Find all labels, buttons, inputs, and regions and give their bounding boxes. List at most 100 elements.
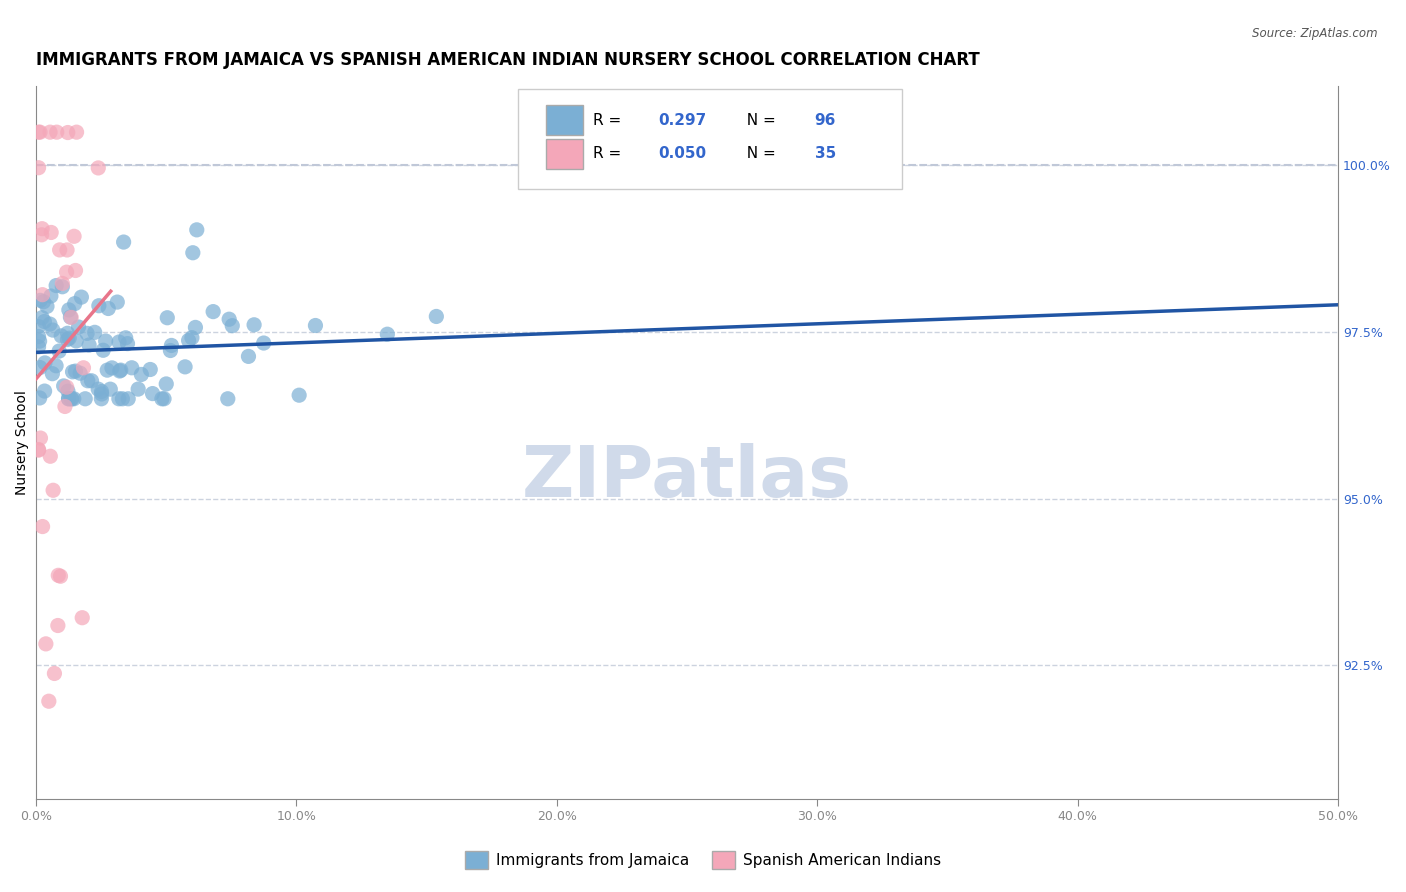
Immigrants from Jamaica	[117, 392, 139, 406]
Spanish American Indians	[31, 221, 53, 235]
Text: Source: ZipAtlas.com: Source: ZipAtlas.com	[1253, 27, 1378, 40]
Immigrants from Jamaica	[221, 318, 243, 333]
Spanish American Indians	[70, 611, 93, 625]
Immigrants from Jamaica	[56, 333, 79, 347]
Immigrants from Jamaica	[58, 392, 80, 406]
Immigrants from Jamaica	[34, 314, 56, 328]
Immigrants from Jamaica	[65, 364, 87, 378]
Immigrants from Jamaica	[156, 310, 179, 325]
Spanish American Indians	[39, 449, 62, 463]
Immigrants from Jamaica	[127, 382, 149, 396]
Immigrants from Jamaica	[202, 304, 225, 318]
Immigrants from Jamaica	[108, 364, 131, 378]
Immigrants from Jamaica	[30, 293, 52, 308]
Legend: Immigrants from Jamaica, Spanish American Indians: Immigrants from Jamaica, Spanish America…	[460, 845, 946, 875]
Immigrants from Jamaica	[160, 338, 183, 352]
Spanish American Indians	[31, 227, 53, 242]
Text: R =: R =	[593, 113, 627, 128]
Immigrants from Jamaica	[65, 334, 87, 348]
Immigrants from Jamaica	[41, 367, 63, 381]
Immigrants from Jamaica	[34, 356, 56, 370]
Immigrants from Jamaica	[184, 320, 207, 334]
Immigrants from Jamaica	[98, 382, 121, 396]
Immigrants from Jamaica	[425, 310, 447, 324]
Bar	[547, 139, 583, 169]
Spanish American Indians	[51, 277, 73, 291]
Spanish American Indians	[27, 161, 49, 175]
Spanish American Indians	[48, 243, 70, 257]
Immigrants from Jamaica	[28, 391, 51, 405]
Spanish American Indians	[45, 125, 67, 139]
Immigrants from Jamaica	[28, 334, 51, 348]
Immigrants from Jamaica	[59, 310, 82, 324]
Spanish American Indians	[53, 400, 76, 414]
Spanish American Indians	[30, 431, 52, 445]
Y-axis label: Nursery School: Nursery School	[15, 390, 30, 494]
Spanish American Indians	[35, 637, 58, 651]
Immigrants from Jamaica	[304, 318, 326, 333]
FancyBboxPatch shape	[517, 89, 903, 189]
Immigrants from Jamaica	[90, 384, 112, 399]
Immigrants from Jamaica	[58, 392, 80, 406]
Immigrants from Jamaica	[51, 329, 73, 343]
Immigrants from Jamaica	[83, 326, 105, 340]
Text: N =: N =	[737, 146, 780, 161]
Immigrants from Jamaica	[45, 278, 67, 293]
Spanish American Indians	[42, 483, 65, 498]
Text: R =: R =	[593, 146, 627, 161]
Immigrants from Jamaica	[42, 323, 65, 337]
Immigrants from Jamaica	[90, 392, 112, 406]
Text: IMMIGRANTS FROM JAMAICA VS SPANISH AMERICAN INDIAN NURSERY SCHOOL CORRELATION CH: IMMIGRANTS FROM JAMAICA VS SPANISH AMERI…	[37, 51, 980, 69]
Immigrants from Jamaica	[112, 235, 135, 249]
Immigrants from Jamaica	[101, 360, 124, 375]
Spanish American Indians	[46, 568, 69, 582]
Immigrants from Jamaica	[108, 392, 131, 406]
Spanish American Indians	[65, 263, 87, 277]
Immigrants from Jamaica	[96, 363, 118, 377]
Immigrants from Jamaica	[76, 326, 98, 341]
Spanish American Indians	[28, 125, 51, 139]
Immigrants from Jamaica	[105, 295, 128, 310]
Immigrants from Jamaica	[77, 338, 100, 352]
Immigrants from Jamaica	[131, 368, 153, 382]
Bar	[547, 105, 583, 136]
Immigrants from Jamaica	[91, 343, 114, 358]
Immigrants from Jamaica	[153, 392, 176, 406]
Spanish American Indians	[87, 161, 110, 175]
Immigrants from Jamaica	[108, 334, 131, 349]
Immigrants from Jamaica	[48, 344, 70, 359]
Immigrants from Jamaica	[52, 379, 75, 393]
Spanish American Indians	[56, 243, 79, 257]
Immigrants from Jamaica	[375, 327, 398, 342]
Spanish American Indians	[55, 380, 77, 394]
Spanish American Indians	[49, 569, 72, 583]
Spanish American Indians	[60, 310, 83, 325]
Immigrants from Jamaica	[34, 384, 56, 398]
Spanish American Indians	[55, 265, 77, 279]
Immigrants from Jamaica	[87, 299, 110, 313]
Immigrants from Jamaica	[139, 362, 162, 376]
Spanish American Indians	[31, 287, 53, 301]
Spanish American Indians	[38, 694, 60, 708]
Immigrants from Jamaica	[186, 223, 208, 237]
Spanish American Indians	[27, 125, 49, 139]
Immigrants from Jamaica	[217, 392, 239, 406]
Immigrants from Jamaica	[56, 384, 79, 399]
Spanish American Indians	[39, 226, 62, 240]
Immigrants from Jamaica	[80, 374, 103, 388]
Immigrants from Jamaica	[238, 350, 260, 364]
Spanish American Indians	[63, 229, 86, 244]
Spanish American Indians	[44, 666, 66, 681]
Immigrants from Jamaica	[177, 334, 200, 348]
Immigrants from Jamaica	[35, 299, 58, 313]
Immigrants from Jamaica	[181, 245, 204, 260]
Immigrants from Jamaica	[58, 331, 80, 345]
Immigrants from Jamaica	[28, 360, 51, 375]
Text: 0.297: 0.297	[658, 113, 707, 128]
Immigrants from Jamaica	[155, 376, 177, 391]
Immigrants from Jamaica	[159, 343, 181, 358]
Immigrants from Jamaica	[70, 290, 93, 304]
Immigrants from Jamaica	[51, 279, 73, 293]
Spanish American Indians	[72, 360, 94, 375]
Spanish American Indians	[56, 126, 79, 140]
